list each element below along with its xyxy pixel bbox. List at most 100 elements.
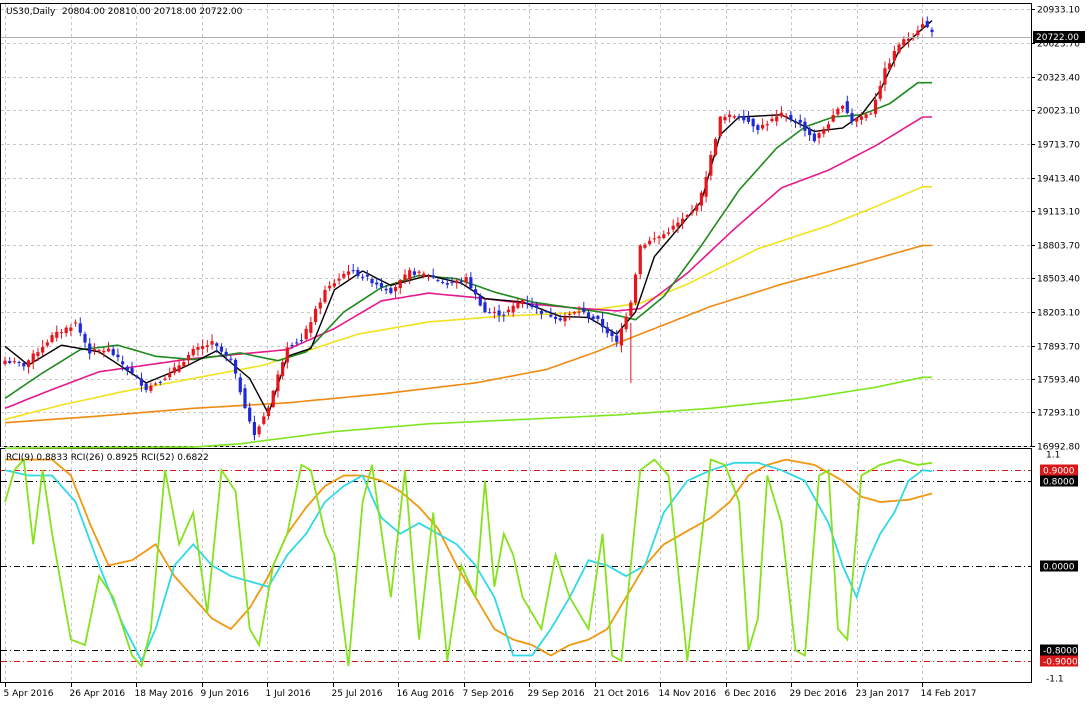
rci52-line xyxy=(5,458,933,657)
candle-body xyxy=(50,335,54,342)
candle-body xyxy=(671,225,675,230)
candle-body xyxy=(144,383,148,390)
candle-body xyxy=(379,283,384,288)
candle-body xyxy=(130,368,134,373)
candle-body xyxy=(389,287,393,294)
candle-body xyxy=(309,322,313,333)
candle-body xyxy=(135,375,139,378)
candle-body xyxy=(638,245,642,275)
candle-body xyxy=(840,105,845,109)
candle-body xyxy=(728,114,732,117)
candle-body xyxy=(930,29,934,33)
candle-body xyxy=(643,244,647,248)
candle-body xyxy=(431,275,435,278)
candle-body xyxy=(158,381,162,383)
candle-body xyxy=(553,316,558,320)
candle-body xyxy=(393,287,398,292)
time-tick-label: 6 Dec 2016 xyxy=(725,689,777,699)
rci-tick-label: 0.0000 xyxy=(1043,563,1075,573)
candle-body xyxy=(153,383,158,385)
candle-body xyxy=(756,125,760,130)
candle-body xyxy=(699,192,704,206)
rci-tick-label: 0.9000 xyxy=(1043,467,1075,477)
candle-body xyxy=(191,348,195,356)
candle-body xyxy=(516,302,520,308)
candle-body xyxy=(803,121,807,131)
candle-body xyxy=(770,118,774,122)
candle-body xyxy=(149,385,153,391)
axis-labels: 20933.10 20623.70 20323.40 20023.10 19713.70… xyxy=(4,6,1081,700)
candle-body xyxy=(196,347,200,350)
candle-body xyxy=(864,114,868,118)
candle-body xyxy=(441,281,445,283)
candle-body xyxy=(31,353,35,363)
candle-body xyxy=(831,115,835,122)
price-tick-label: 19713.70 xyxy=(1037,141,1080,151)
candle-body xyxy=(746,117,751,122)
candle-body xyxy=(464,277,468,283)
candle-body xyxy=(111,349,115,356)
candle-body xyxy=(615,335,619,342)
candle-body xyxy=(172,367,177,373)
candle-body xyxy=(826,124,831,129)
candle-body xyxy=(106,348,111,352)
candle-body xyxy=(629,302,633,316)
candle-body xyxy=(205,345,209,347)
candle-body xyxy=(459,280,464,282)
rci-tick-label: -0.8000 xyxy=(1043,647,1078,657)
candle-body xyxy=(549,314,553,317)
time-tick-label: 16 Aug 2016 xyxy=(397,689,455,699)
candle-body xyxy=(417,271,421,273)
candle-body xyxy=(577,311,581,313)
candle-body xyxy=(506,309,511,313)
candle-body xyxy=(648,240,652,245)
price-tick-label: 20933.10 xyxy=(1037,6,1080,16)
candle-body xyxy=(182,361,186,367)
price-tick-label: 17593.40 xyxy=(1037,376,1080,386)
candle-body xyxy=(412,271,416,275)
candle-body xyxy=(97,350,101,352)
rci-level-box xyxy=(1040,464,1078,476)
candle-body xyxy=(605,327,609,334)
candle-body xyxy=(243,388,247,409)
candle-body xyxy=(798,119,802,123)
rci-level-lines xyxy=(1,470,1031,662)
candle-body xyxy=(601,319,605,328)
ma-lime-line xyxy=(5,376,932,450)
candle-body xyxy=(445,283,449,285)
candle-body xyxy=(521,300,525,305)
candle-body xyxy=(793,121,798,123)
rci-tick-label: 0.8000 xyxy=(1043,478,1075,488)
moving-average-lines xyxy=(4,20,933,450)
candle-body xyxy=(704,177,708,197)
candle-body xyxy=(619,328,624,346)
candle-body xyxy=(473,289,478,295)
candle-body xyxy=(850,113,854,122)
candle-body xyxy=(248,407,252,422)
candle-body xyxy=(568,313,572,315)
candle-body xyxy=(544,311,548,313)
candle-body xyxy=(59,332,64,334)
candle-body xyxy=(422,273,426,277)
candle-body xyxy=(633,274,638,303)
candle-body xyxy=(351,270,355,272)
candle-body xyxy=(775,116,779,122)
candle-body xyxy=(685,215,689,217)
rci-level-box xyxy=(1040,655,1078,667)
candle-body xyxy=(742,116,746,121)
candle-body xyxy=(328,285,332,289)
candle-body xyxy=(892,51,896,61)
candle-body xyxy=(855,118,859,122)
candle-body xyxy=(233,359,238,374)
candle-body xyxy=(8,361,12,363)
candle-body xyxy=(3,360,7,365)
candle-body xyxy=(906,38,911,41)
time-tick-label: 29 Dec 2016 xyxy=(790,689,848,699)
candle-body xyxy=(511,305,515,313)
candle-body xyxy=(713,139,718,156)
time-tick-label: 25 Jul 2016 xyxy=(332,689,383,699)
candle-body xyxy=(271,390,275,408)
price-tick-label: 18503.40 xyxy=(1037,275,1080,285)
candle-body xyxy=(337,278,341,281)
